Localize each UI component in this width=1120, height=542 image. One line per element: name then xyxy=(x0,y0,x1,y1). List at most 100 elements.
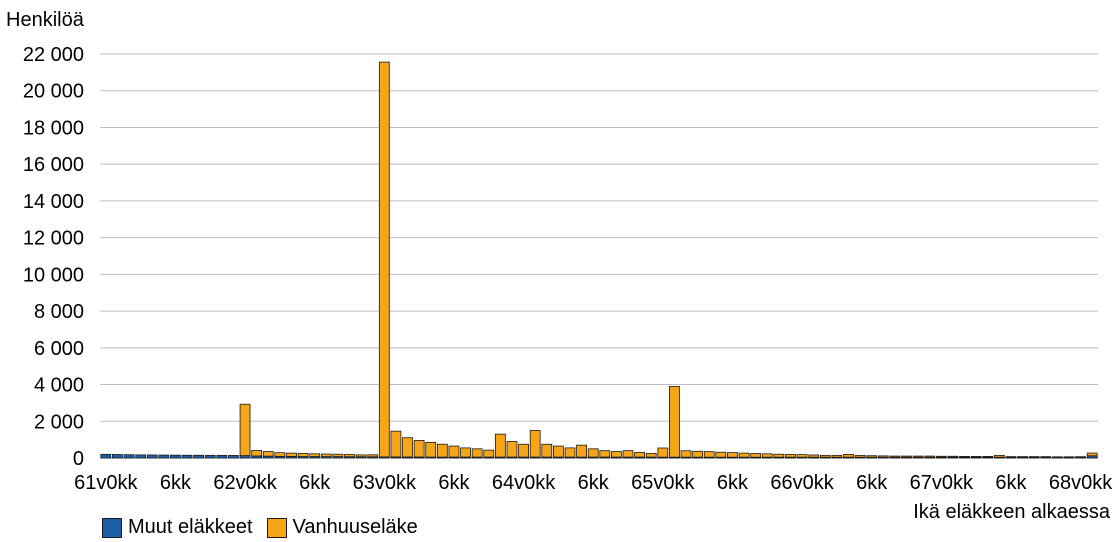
bar-vanhuuselake xyxy=(819,454,831,458)
y-tick-label: 0 xyxy=(73,448,84,470)
legend-item-muut: Muut eläkkeet xyxy=(102,516,253,539)
bar-vanhuuselake xyxy=(378,61,390,458)
y-tick-label: 22 000 xyxy=(23,44,84,66)
bar-vanhuuselake xyxy=(390,430,402,458)
legend-label-vanhuuselake: Vanhuuseläke xyxy=(292,516,418,538)
bar-vanhuuselake xyxy=(1051,456,1063,459)
bar-vanhuuselake xyxy=(309,453,321,457)
y-tick-labels: 0 2 000 4 000 6 000 8 000 10 000 12 000 14 000 1… xyxy=(23,44,84,470)
x-tick-label: 6kk xyxy=(160,472,192,494)
bar-vanhuuselake xyxy=(1017,456,1028,458)
bar-vanhuuselake xyxy=(959,456,970,458)
x-tick-label: 63v0kk xyxy=(353,472,417,494)
legend-label-muut: Muut eläkkeet xyxy=(128,516,253,538)
bar-vanhuuselake xyxy=(529,430,541,458)
bar-vanhuuselake xyxy=(1005,456,1017,458)
bar-vanhuuselake xyxy=(970,456,982,458)
x-tick-label: 6kk xyxy=(717,472,749,494)
bar-vanhuuselake xyxy=(425,441,437,458)
bar-vanhuuselake xyxy=(564,447,576,458)
bar-vanhuuselake xyxy=(494,433,506,458)
bar-muut-elakkeet xyxy=(112,454,123,459)
bar-vanhuuselake xyxy=(738,452,750,458)
bar-muut-elakkeet xyxy=(100,453,112,459)
bar-vanhuuselake xyxy=(831,454,843,458)
bars xyxy=(100,61,1098,459)
gridlines xyxy=(100,53,1098,459)
y-tick-label: 16 000 xyxy=(23,154,84,176)
bar-muut-elakkeet xyxy=(204,454,216,459)
x-tick-label: 6kk xyxy=(995,472,1027,494)
bar-vanhuuselake xyxy=(239,403,251,457)
bar-vanhuuselake xyxy=(587,448,599,458)
bar-vanhuuselake xyxy=(1075,456,1086,458)
y-tick-label: 18 000 xyxy=(23,117,84,139)
bar-vanhuuselake xyxy=(692,450,704,458)
x-tick-label: 66v0kk xyxy=(770,472,834,494)
bar-vanhuuselake xyxy=(332,453,344,458)
y-tick-label: 20 000 xyxy=(23,81,84,103)
bar-vanhuuselake xyxy=(367,454,379,458)
bar-vanhuuselake xyxy=(750,453,762,458)
x-axis-label: Ikä eläkkeen alkaessa xyxy=(913,501,1111,523)
bar-vanhuuselake xyxy=(576,444,587,458)
bar-vanhuuselake xyxy=(761,453,773,458)
bar-vanhuuselake xyxy=(541,443,553,458)
x-tick-label: 6kk xyxy=(299,472,331,494)
legend-item-vanhuuselake: Vanhuuseläke xyxy=(266,516,418,539)
x-tick-label: 6kk xyxy=(856,472,888,494)
bar-vanhuuselake xyxy=(471,448,483,458)
legend-swatch-vanhuuselake xyxy=(266,517,287,538)
bar-vanhuuselake xyxy=(843,454,854,458)
bar-vanhuuselake xyxy=(877,455,889,458)
bar-vanhuuselake xyxy=(680,450,692,458)
bar-vanhuuselake xyxy=(611,451,622,458)
y-axis-label: Henkilöä xyxy=(6,9,85,31)
x-tick-label: 6kk xyxy=(438,472,470,494)
x-tick-labels: 61v0kk 6kk 62v0kk 6kk 63v0kk 6kk 64v0kk 6kk 65v0… xyxy=(74,472,1113,494)
bar-vanhuuselake xyxy=(785,454,796,458)
bar-vanhuuselake xyxy=(634,452,646,458)
y-tick-label: 10 000 xyxy=(23,264,84,286)
bar-vanhuuselake xyxy=(274,452,286,457)
bar-muut-elakkeet xyxy=(146,454,158,459)
bar-vanhuuselake xyxy=(251,450,263,457)
bar-vanhuuselake xyxy=(1040,456,1052,458)
bar-vanhuuselake xyxy=(460,447,471,458)
bar-vanhuuselake xyxy=(924,455,936,458)
x-tick-label: 62v0kk xyxy=(213,472,277,494)
bar-muut-elakkeet xyxy=(193,454,205,459)
bar-vanhuuselake xyxy=(262,451,274,457)
bar-vanhuuselake xyxy=(901,455,912,458)
bar-vanhuuselake xyxy=(320,453,332,458)
bar-vanhuuselake xyxy=(796,454,808,458)
y-tick-label: 12 000 xyxy=(23,228,84,250)
bar-vanhuuselake xyxy=(982,456,994,458)
bar-vanhuuselake xyxy=(727,452,738,458)
bar-vanhuuselake xyxy=(599,450,611,458)
bar-muut-elakkeet xyxy=(216,454,228,459)
bar-vanhuuselake xyxy=(645,453,657,458)
y-tick-label: 14 000 xyxy=(23,191,84,213)
bar-vanhuuselake xyxy=(622,450,634,458)
bar-muut-elakkeet xyxy=(135,454,147,459)
bar-vanhuuselake xyxy=(808,454,820,458)
bar-vanhuuselake xyxy=(935,455,947,458)
bar-vanhuuselake xyxy=(448,445,460,458)
bar-vanhuuselake xyxy=(993,454,1005,458)
bar-vanhuuselake xyxy=(854,454,866,458)
bar-vanhuuselake xyxy=(703,451,715,458)
bar-vanhuuselake xyxy=(1086,452,1098,457)
y-tick-label: 2 000 xyxy=(34,411,84,433)
legend: Muut eläkkeet Vanhuuseläke xyxy=(102,516,418,539)
x-tick-label: 64v0kk xyxy=(492,472,556,494)
x-tick-label: 61v0kk xyxy=(74,472,138,494)
x-tick-label: 68v0kk xyxy=(1049,472,1113,494)
bar-vanhuuselake xyxy=(518,443,529,458)
bar-vanhuuselake xyxy=(402,437,413,458)
x-tick-label: 6kk xyxy=(578,472,610,494)
bar-vanhuuselake xyxy=(866,455,878,458)
bar-vanhuuselake xyxy=(773,453,785,458)
bar-vanhuuselake xyxy=(669,386,680,458)
